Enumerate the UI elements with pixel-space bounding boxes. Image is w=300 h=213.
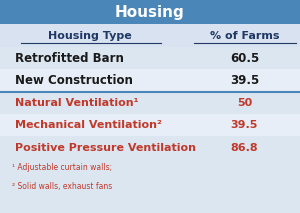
Text: Natural Ventilation¹: Natural Ventilation¹ (15, 98, 139, 108)
Text: 39.5: 39.5 (230, 74, 259, 87)
Text: Housing Type: Housing Type (48, 31, 132, 41)
Text: Positive Pressure Ventilation: Positive Pressure Ventilation (15, 142, 196, 153)
Text: 86.8: 86.8 (231, 142, 258, 153)
Text: ¹ Adjustable curtain walls;: ¹ Adjustable curtain walls; (12, 163, 112, 172)
Bar (0, 47, 300, 69)
Text: Housing: Housing (115, 5, 185, 20)
Text: Mechanical Ventilation²: Mechanical Ventilation² (15, 120, 162, 130)
Text: Retrofitted Barn: Retrofitted Barn (15, 52, 124, 65)
Bar (0, 24, 300, 47)
Bar (0, 69, 300, 92)
Bar (0, 136, 300, 159)
Text: 50: 50 (237, 98, 252, 108)
Text: ² Solid walls, exhaust fans: ² Solid walls, exhaust fans (12, 182, 112, 191)
Bar (0, 114, 300, 136)
Bar (0, 0, 300, 24)
Text: 60.5: 60.5 (230, 52, 259, 65)
Text: New Construction: New Construction (15, 74, 133, 87)
Bar (0, 159, 300, 213)
Text: % of Farms: % of Farms (210, 31, 279, 41)
Bar (0, 92, 300, 114)
Text: 39.5: 39.5 (231, 120, 258, 130)
